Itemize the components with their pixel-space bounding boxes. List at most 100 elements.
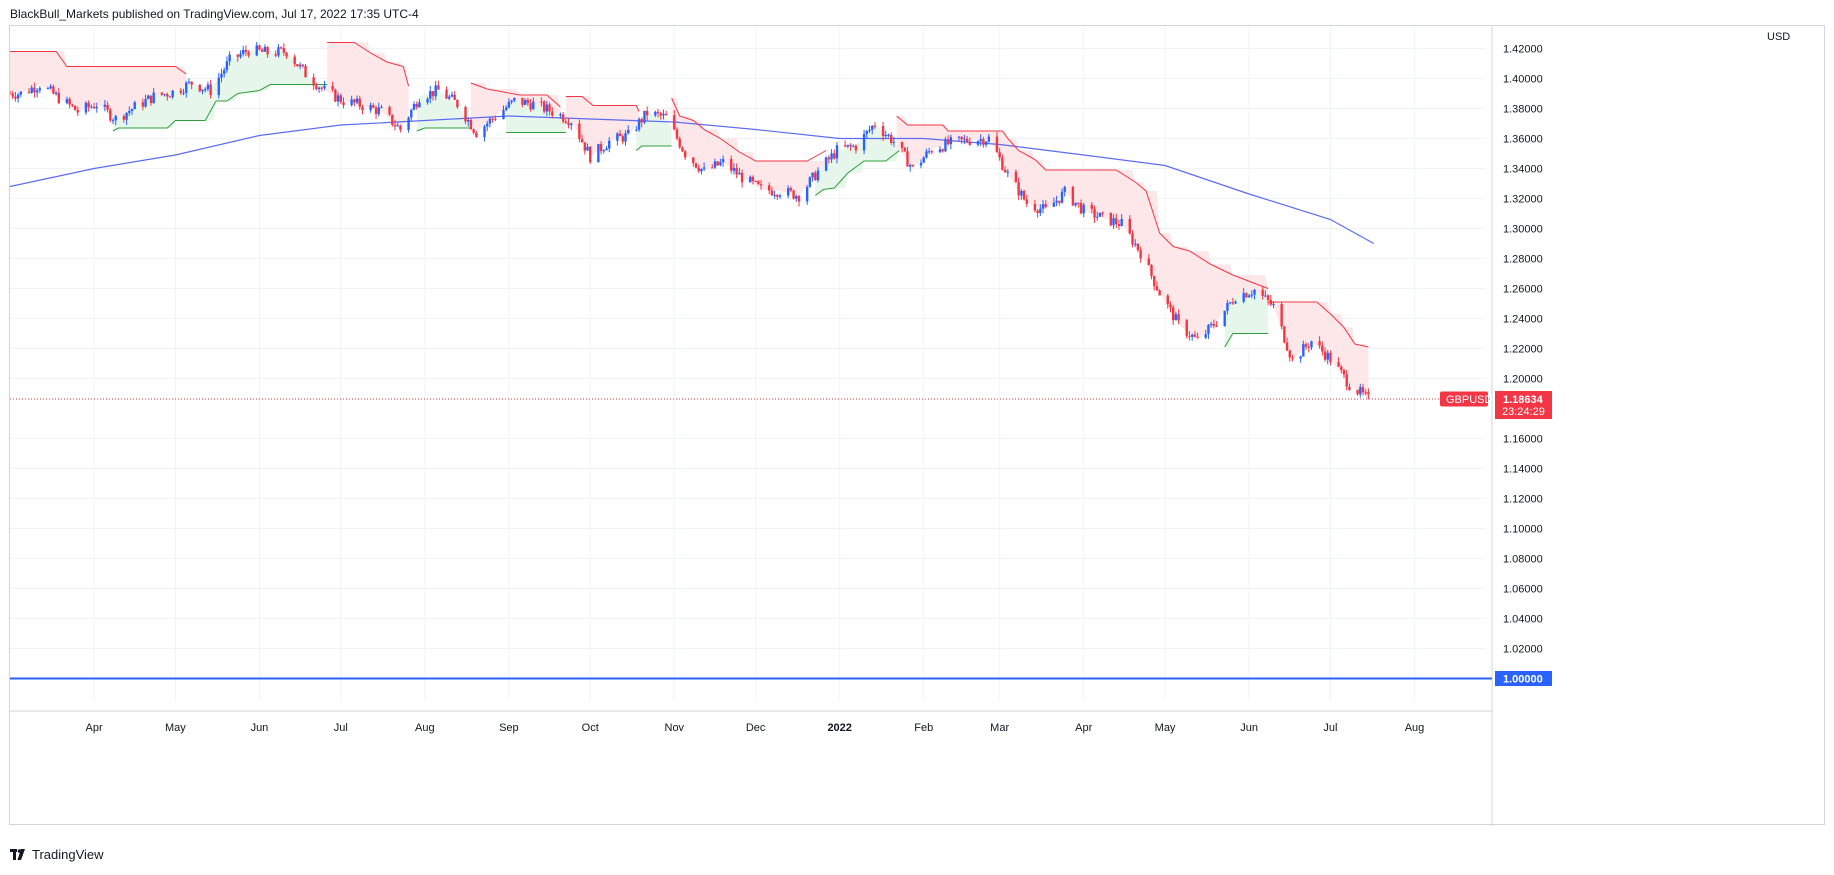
candle-body <box>1171 307 1175 321</box>
candle-body <box>740 172 744 183</box>
candle-body <box>491 118 494 120</box>
candle-body <box>144 99 147 107</box>
candle-body <box>1185 320 1188 336</box>
candle-body <box>453 94 456 100</box>
symbol-label: GBPUSD <box>1440 391 1493 407</box>
price-axis[interactable]: USD 1.42000 1.40000 1.38000 1.36000 1.34000 1… <box>1503 31 1790 656</box>
candle-body <box>293 56 296 65</box>
candle-body <box>1367 392 1370 395</box>
candle-body <box>418 102 421 108</box>
candle-body <box>65 99 69 104</box>
candle-body <box>862 133 866 151</box>
candle-body <box>759 184 763 186</box>
candle-body <box>10 93 12 95</box>
candle-body <box>1117 224 1121 227</box>
candle-body <box>125 112 128 120</box>
candle-body <box>317 87 321 90</box>
supertrend-down-line <box>470 82 561 108</box>
candle-body <box>887 134 890 136</box>
candle-body <box>415 103 418 108</box>
axis-currency: USD <box>1767 31 1790 43</box>
candle-body <box>350 99 353 106</box>
candle-body <box>71 104 74 106</box>
price-tick-label: 1.42000 <box>1503 44 1543 56</box>
candle-body <box>1039 208 1042 214</box>
candle-body <box>873 125 877 127</box>
candle-body <box>968 142 972 145</box>
chart-pane[interactable]: USD 1.42000 1.40000 1.38000 1.36000 1.34000 1… <box>9 25 1826 826</box>
candle-body <box>1096 216 1099 218</box>
candle-body <box>315 85 318 90</box>
candle-body <box>1340 366 1343 370</box>
candle-body <box>1245 293 1248 298</box>
level-price: 1.00000 <box>1503 674 1543 686</box>
candle-body <box>412 103 416 110</box>
candle-body <box>255 45 258 56</box>
time-tick-label: Sep <box>499 722 519 734</box>
candle-body <box>1291 357 1294 359</box>
candle-body <box>1299 356 1302 359</box>
candle-body <box>374 107 378 115</box>
candle-body <box>719 162 722 166</box>
candle-body <box>1272 304 1275 306</box>
tradingview-logo[interactable]: TradingView <box>10 847 104 862</box>
candle-body <box>908 165 912 167</box>
price-tick-label: 1.38000 <box>1503 104 1543 116</box>
candle-body <box>84 102 88 113</box>
moving-average <box>10 115 1375 245</box>
candle-body <box>830 153 833 160</box>
candle-body <box>260 49 264 52</box>
candle-body <box>1310 341 1313 348</box>
candle-body <box>827 157 831 160</box>
time-axis[interactable]: Apr May Jun Jul Aug Sep Oct Nov Dec 2022 Feb Mar Apr… <box>85 722 1424 734</box>
candle-body <box>675 129 679 139</box>
candle-body <box>1001 157 1004 170</box>
candle-body <box>881 125 885 137</box>
candle-body <box>1359 387 1362 395</box>
candle-body <box>1223 310 1226 326</box>
candle-body <box>730 159 733 171</box>
time-tick-label: Aug <box>1405 722 1425 734</box>
candle-body <box>694 163 698 168</box>
candle-body <box>130 109 134 111</box>
candle-body <box>285 52 288 57</box>
candle-body <box>757 181 760 185</box>
candle-body <box>1212 323 1216 326</box>
candle-body <box>1177 314 1180 321</box>
candle-body <box>334 89 337 102</box>
candle-body <box>301 64 305 66</box>
candle-body <box>982 138 985 145</box>
candle-body <box>171 90 174 98</box>
candles <box>10 41 1370 400</box>
candle-body <box>160 92 164 95</box>
candle-body <box>1115 218 1118 225</box>
candle-body <box>540 101 543 103</box>
candle-body <box>68 99 71 105</box>
candle-body <box>1247 295 1251 298</box>
publish-attribution: BlackBull_Markets published on TradingVi… <box>10 7 419 21</box>
candle-body <box>1302 344 1305 357</box>
candle-body <box>1166 295 1169 305</box>
candle-body <box>865 130 869 134</box>
candle-body <box>54 92 58 94</box>
candle-body <box>57 92 61 104</box>
candle-body <box>247 52 250 56</box>
price-tick-label: 1.28000 <box>1503 254 1543 266</box>
candle-body <box>1207 324 1210 335</box>
candle-body <box>1033 203 1037 211</box>
candle-body <box>1158 290 1161 296</box>
candle-body <box>1128 218 1132 234</box>
supertrend-band <box>1268 301 1369 400</box>
candle-body <box>141 102 145 107</box>
candle-body <box>464 107 467 122</box>
candle-body <box>808 177 812 187</box>
price-chart[interactable]: USD 1.42000 1.40000 1.38000 1.36000 1.34000 1… <box>10 26 1826 826</box>
candle-body <box>1264 295 1267 297</box>
candle-body <box>681 147 684 152</box>
candle-body <box>941 149 944 152</box>
candle-body <box>1136 243 1140 251</box>
candle-body <box>789 188 793 191</box>
candle-body <box>871 125 874 130</box>
candle-body <box>111 120 115 122</box>
last-price: 1.18634 <box>1503 394 1544 406</box>
